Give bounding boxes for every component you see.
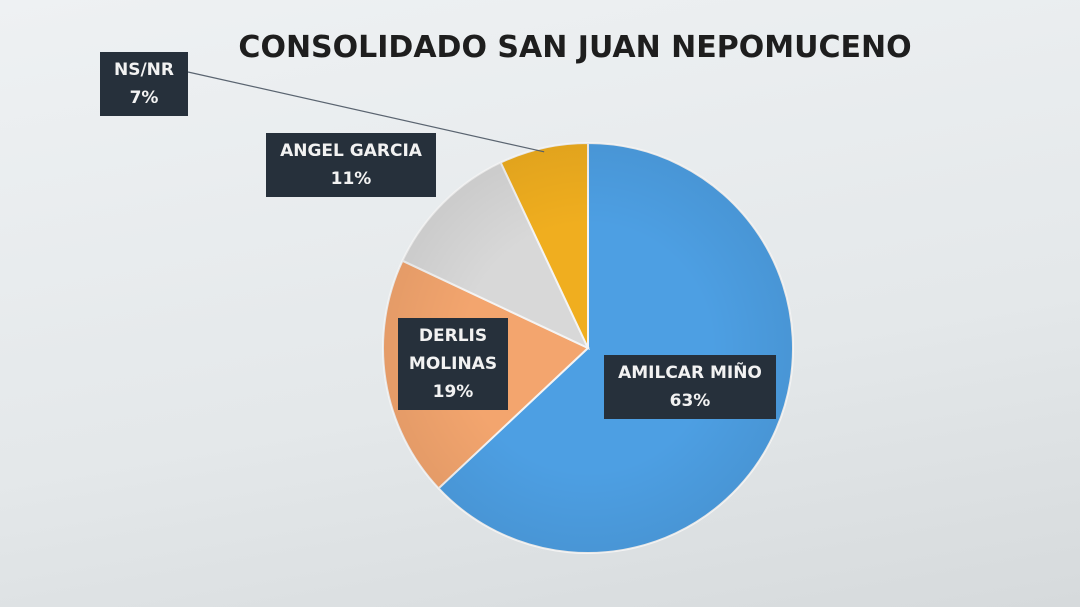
label-category: DERLIS MOLINAS [408, 326, 498, 374]
label-value: 63% [669, 391, 711, 411]
label-value: 7% [129, 88, 159, 108]
leader-line [187, 71, 545, 153]
data-label: NS/NR 7% [100, 52, 188, 116]
label-value: 19% [432, 382, 474, 402]
label-value: 11% [330, 169, 372, 189]
label-category: ANGEL GARCIA [280, 141, 422, 161]
label-category: NS/NR [114, 60, 174, 80]
chart-title: CONSOLIDADO SAN JUAN NEPOMUCENO [238, 30, 912, 65]
data-label: DERLIS MOLINAS 19% [398, 318, 508, 410]
label-category: AMILCAR MIÑO [618, 363, 762, 383]
data-label: AMILCAR MIÑO 63% [604, 355, 776, 419]
data-label: ANGEL GARCIA 11% [266, 133, 436, 197]
